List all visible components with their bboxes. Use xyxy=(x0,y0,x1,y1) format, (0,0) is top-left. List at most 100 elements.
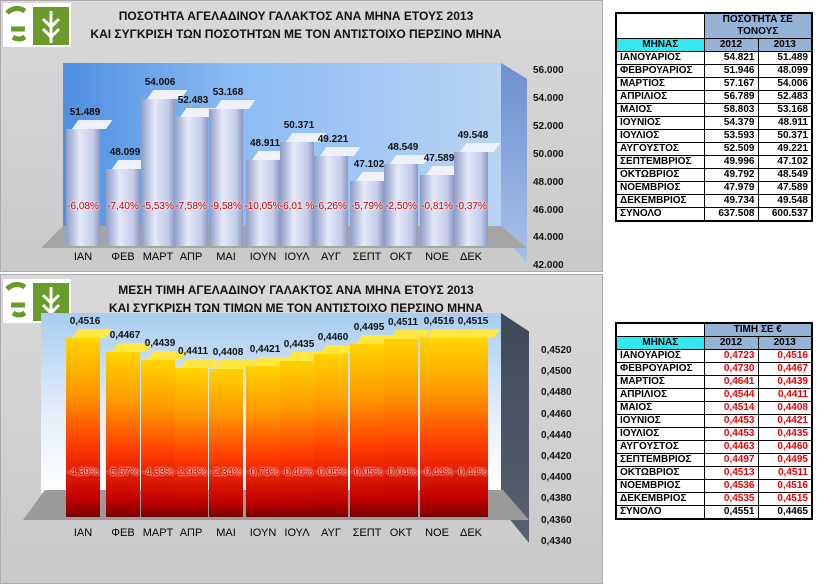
y-tick-label: 56.000 xyxy=(533,65,564,76)
chart-side-wall xyxy=(501,63,527,263)
value-2013: 0,4515 xyxy=(757,492,813,506)
table-row: ΣΕΠΤΕΜΒΡΙΟΣ 0,4497 0,4495 xyxy=(615,453,813,467)
month-cell: ΔΕΚΕΜΒΡΙΟΣ xyxy=(615,492,705,506)
month-header: ΜΗΝΑΣ xyxy=(615,336,705,350)
y-tick-label: 0,4500 xyxy=(541,366,572,378)
value-label: 0,4467 xyxy=(109,330,141,342)
value-2012: 49.792 xyxy=(703,168,759,182)
change-label: -6,01 % xyxy=(279,201,315,212)
month-cell: ΜΑΙΟΣ xyxy=(615,103,705,117)
value-2012: 54.379 xyxy=(703,116,759,130)
bar-9 xyxy=(384,339,418,517)
year-header: 2012 xyxy=(703,38,759,52)
y-tick-label: 0,4460 xyxy=(541,408,572,420)
x-tick-label: ΣΕΠΤ xyxy=(352,527,382,539)
month-cell: ΣΕΠΤΕΜΒΡΙΟΣ xyxy=(615,453,705,467)
value-2013: 0,4439 xyxy=(757,375,813,389)
bar-6 xyxy=(280,361,314,517)
change-label: -10,05% xyxy=(244,201,282,212)
value-2012: 49.996 xyxy=(703,155,759,169)
value-2012: 0,4641 xyxy=(703,375,759,389)
table-row: ΜΑΙΟΣ 0,4514 0,4408 xyxy=(615,401,813,415)
value-label: 48.549 xyxy=(387,141,419,153)
value-2013: 49.548 xyxy=(757,194,813,208)
month-cell: ΟΚΤΩΒΡΙΟΣ xyxy=(615,466,705,480)
y-tick-label: 0,4340 xyxy=(541,535,572,547)
x-tick-label: ΙΟΥΛ xyxy=(284,251,310,263)
change-label: -0,73% xyxy=(247,467,279,478)
x-tick-label: ΣΕΠΤ xyxy=(352,251,382,263)
month-cell: ΑΥΓΟΥΣΤΟΣ xyxy=(615,142,705,156)
value-2013: 47.589 xyxy=(757,181,813,195)
value-2012: 58.803 xyxy=(703,103,759,117)
bar-6 xyxy=(280,142,314,246)
table-row: ΔΕΚΕΜΒΡΙΟΣ 0,4535 0,4515 xyxy=(615,492,813,506)
month-cell: ΑΠΡΙΛΙΟΣ xyxy=(615,388,705,402)
bar-8 xyxy=(350,344,384,517)
month-cell: ΜΑΡΤΙΟΣ xyxy=(615,375,705,389)
bar-7 xyxy=(314,354,348,517)
x-tick-label: ΜΑΙ xyxy=(216,527,236,539)
quantity-table: ΠΟΣΟΤΗΤΑ ΣΕ ΤΟΝΟΥΣ ΜΗΝΑΣ 2012 2013 ΙΑΝΟΥΑΡΙΟ… xyxy=(615,12,813,222)
change-label: -0,40% xyxy=(281,467,313,478)
year-header: 2013 xyxy=(757,38,813,52)
y-tick-label: 50.000 xyxy=(533,148,564,160)
value-2012: 47.979 xyxy=(703,181,759,195)
value-2013: 53.168 xyxy=(757,103,813,117)
value-2012: 0,4730 xyxy=(703,362,759,376)
month-cell: ΟΚΤΩΒΡΙΟΣ xyxy=(615,168,705,182)
value-label: 0,4411 xyxy=(177,346,209,358)
y-tick-label: 52.000 xyxy=(533,120,564,132)
y-tick-label: 54.000 xyxy=(533,92,564,104)
table-row: ΑΠΡΙΛΙΟΣ 56.789 52.483 xyxy=(615,90,813,104)
value-2012: 56.789 xyxy=(703,90,759,104)
bar-7 xyxy=(314,155,348,246)
value-2012: 54.821 xyxy=(703,51,759,65)
table-row: ΙΟΥΛΙΟΣ 53.593 50.371 xyxy=(615,129,813,143)
month-cell: ΣΕΠΤΕΜΒΡΙΟΣ xyxy=(615,155,705,169)
x-tick-label: ΝΟΕ xyxy=(425,251,449,263)
month-cell: ΦΕΒΡΟΥΑΡΙΟΣ xyxy=(615,64,705,78)
value-label: 49.221 xyxy=(317,133,349,145)
month-header: ΜΗΝΑΣ xyxy=(615,38,705,52)
table-header-row: ΜΗΝΑΣ 2012 2013 xyxy=(615,38,813,52)
price-chart-panel: ΜΕΣΗ ΤΙΜΗ ΑΓΕΛΑΔΙΝΟΥ ΓΑΛΑΚΤΟΣ ΑΝΑ ΜΗΝΑ Ε… xyxy=(0,274,603,584)
value-2012: 53.593 xyxy=(703,129,759,143)
year-header: 2013 xyxy=(757,336,813,350)
change-label: -2,93% xyxy=(175,467,207,478)
table-row: ΜΑΡΤΙΟΣ 0,4641 0,4439 xyxy=(615,375,813,389)
change-label: -9,58% xyxy=(210,201,242,212)
value-label: 47.102 xyxy=(353,159,385,171)
bar-1 xyxy=(106,352,140,517)
x-tick-label: ΔΕΚ xyxy=(459,527,483,539)
bar-9 xyxy=(384,163,418,246)
change-label: -5,57% xyxy=(107,467,139,478)
group-header: ΤΙΜΗ ΣΕ € xyxy=(703,322,813,337)
total-cell: ΣΥΝΟΛΟ xyxy=(615,505,705,520)
x-tick-label: ΙΑΝ xyxy=(73,527,93,539)
value-label: 0,4421 xyxy=(249,343,281,355)
value-2012: 0,4536 xyxy=(703,479,759,493)
table-row: ΙΟΥΝΙΟΣ 0,4453 0,4421 xyxy=(615,414,813,428)
value-2013: 0,4516 xyxy=(757,349,813,363)
value-2013: 51.489 xyxy=(757,51,813,65)
table-row: ΝΟΕΜΒΡΙΟΣ 0,4536 0,4516 xyxy=(615,479,813,493)
value-2013: 0,4467 xyxy=(757,362,813,376)
x-tick-label: ΟΚΤ xyxy=(389,527,413,539)
value-2013: 47.102 xyxy=(757,155,813,169)
value-2012: 0,4497 xyxy=(703,453,759,467)
y-tick-label: 0,4360 xyxy=(541,514,572,526)
table-row: ΑΥΓΟΥΣΤΟΣ 0,4463 0,4460 xyxy=(615,440,813,454)
value-label: 0,4439 xyxy=(144,338,176,350)
bar-10 xyxy=(420,175,454,246)
y-tick-label: 0,4400 xyxy=(541,472,572,484)
change-label: -0,44% xyxy=(455,467,487,478)
bar-1 xyxy=(106,169,140,246)
value-label: 0,4408 xyxy=(212,347,244,359)
change-label: -7,40% xyxy=(107,201,139,212)
table-header-row: ΜΗΝΑΣ 2012 2013 xyxy=(615,336,813,350)
month-cell: ΝΟΕΜΒΡΙΟΣ xyxy=(615,181,705,195)
value-2012: 0,4544 xyxy=(703,388,759,402)
value-label: 47.589 xyxy=(423,153,455,165)
y-tick-label: 0,4420 xyxy=(541,451,572,462)
